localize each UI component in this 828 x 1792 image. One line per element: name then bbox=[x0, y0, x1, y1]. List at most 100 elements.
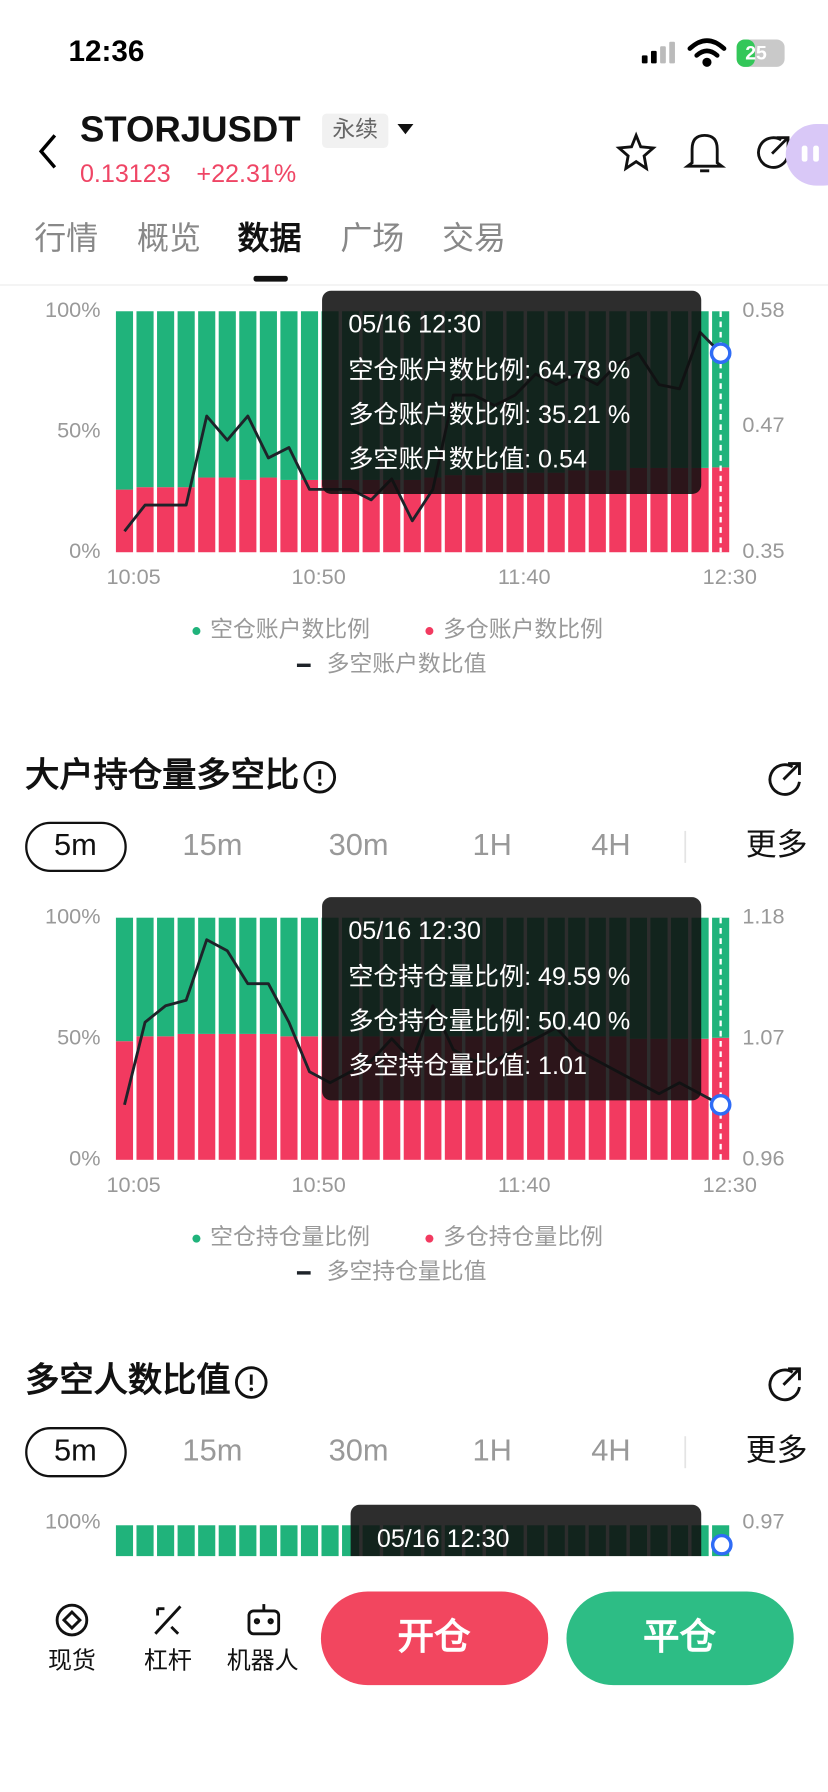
symbol[interactable]: STORJUSDT bbox=[80, 109, 301, 150]
tab[interactable]: 交易 bbox=[442, 220, 506, 256]
hover-point bbox=[709, 342, 732, 365]
alert-icon[interactable] bbox=[683, 133, 727, 173]
bar-segment bbox=[300, 1036, 319, 1160]
bar-segment bbox=[157, 917, 175, 1037]
bar-segment bbox=[280, 1036, 298, 1160]
partial-bar bbox=[300, 1525, 319, 1560]
bar-segment bbox=[259, 1033, 277, 1160]
partial-bar bbox=[218, 1525, 236, 1560]
x-tick-label: 11:40 bbox=[498, 1172, 551, 1197]
period-tab[interactable]: 5m bbox=[54, 827, 97, 862]
y-tick-label: 0% bbox=[69, 538, 100, 563]
period-tab[interactable]: 5m bbox=[54, 1432, 97, 1467]
x-tick-label: 10:50 bbox=[291, 564, 345, 589]
info-icon[interactable] bbox=[234, 1366, 268, 1399]
bar-segment bbox=[177, 917, 195, 1034]
bar-segment bbox=[403, 479, 421, 553]
bar-segment bbox=[157, 487, 175, 553]
period-tab[interactable]: 15m bbox=[182, 827, 242, 862]
period-tab[interactable]: 4H bbox=[591, 1432, 630, 1467]
period-tab[interactable]: 15m bbox=[182, 1432, 242, 1467]
period-tab[interactable]: 30m bbox=[329, 1432, 389, 1467]
dropdown-icon[interactable] bbox=[397, 123, 414, 135]
period-tab[interactable]: 1H bbox=[473, 1432, 512, 1467]
battery-text: 25 bbox=[745, 42, 767, 64]
share-icon[interactable] bbox=[768, 762, 801, 796]
bar-segment bbox=[198, 477, 216, 553]
tab[interactable]: 概览 bbox=[137, 220, 201, 256]
bar-segment bbox=[218, 1033, 236, 1160]
partial-bar bbox=[177, 1525, 195, 1560]
price-change: +22.31% bbox=[196, 160, 296, 188]
period-tab[interactable]: 更多 bbox=[746, 827, 808, 862]
tooltip-line: 多仓账户数比例: 35.21 % bbox=[348, 401, 630, 429]
tooltip-date: 05/16 12:30 bbox=[377, 1525, 510, 1553]
legend-dot bbox=[192, 627, 201, 636]
period-selected bbox=[25, 821, 127, 873]
close-button-bg[interactable] bbox=[566, 1591, 794, 1686]
info-icon-dot bbox=[249, 1387, 254, 1392]
badge-bg bbox=[322, 113, 389, 148]
y-tick-label: 0% bbox=[69, 1146, 100, 1171]
tooltip-date: 05/16 12:30 bbox=[348, 311, 481, 339]
info-icon[interactable] bbox=[303, 760, 337, 794]
bar-segment bbox=[136, 1036, 154, 1160]
y2-tick-label: 0.97 bbox=[742, 1509, 784, 1534]
period-tab[interactable]: 更多 bbox=[746, 1432, 808, 1467]
bar-segment bbox=[136, 917, 154, 1037]
tooltip-line: 空仓账户数比例: 64.78 % bbox=[348, 356, 630, 384]
legend-label: 多仓账户数比例 bbox=[443, 616, 603, 642]
bar-segment bbox=[115, 917, 134, 1042]
bar-segment bbox=[300, 311, 319, 480]
action-button[interactable]: 平仓 bbox=[643, 1616, 717, 1657]
bar-segment bbox=[157, 1036, 175, 1160]
tab[interactable]: 行情 bbox=[34, 220, 98, 256]
share-icon[interactable] bbox=[768, 1367, 801, 1402]
favorite-icon[interactable] bbox=[615, 131, 657, 172]
bar-segment bbox=[177, 487, 195, 553]
y-tick-label: 100% bbox=[45, 297, 100, 322]
nav-label[interactable]: 机器人 bbox=[227, 1648, 299, 1675]
bar-segment bbox=[177, 1033, 195, 1160]
y-tick-label: 100% bbox=[45, 903, 100, 928]
y2-tick-label: 0.47 bbox=[742, 412, 784, 437]
bar-segment bbox=[198, 311, 216, 478]
bar-segment bbox=[218, 917, 236, 1034]
tooltip-line: 多空账户数比值: 0.54 bbox=[348, 446, 587, 474]
tab[interactable]: 数据 bbox=[238, 220, 302, 256]
nav-label[interactable]: 杠杆 bbox=[144, 1648, 192, 1675]
y-tick-label: 50% bbox=[57, 1024, 100, 1049]
bar-segment bbox=[280, 479, 298, 553]
y2-tick-label: 0.96 bbox=[742, 1146, 784, 1171]
partial-bar bbox=[115, 1525, 134, 1560]
x-tick-label: 10:05 bbox=[106, 564, 160, 589]
period-tab[interactable]: 4H bbox=[591, 827, 630, 862]
legend-label: 空仓账户数比例 bbox=[210, 616, 370, 642]
back-button[interactable] bbox=[38, 134, 57, 169]
hover-point bbox=[710, 1533, 733, 1556]
x-tick-label: 10:50 bbox=[291, 1172, 345, 1197]
y-tick-label: 100% bbox=[45, 1509, 100, 1534]
action-button[interactable]: 开仓 bbox=[397, 1616, 471, 1657]
partial-bar bbox=[280, 1525, 298, 1560]
bar-segment bbox=[280, 311, 298, 480]
bar-segment bbox=[177, 311, 195, 488]
section-title: 大户持仓量多空比 bbox=[25, 756, 299, 794]
nav-icons bbox=[55, 1603, 281, 1637]
bar-segment bbox=[115, 489, 134, 553]
bar-segment bbox=[157, 311, 175, 488]
partial-bar bbox=[321, 1525, 339, 1560]
tab[interactable]: 广场 bbox=[340, 220, 404, 256]
period-tab[interactable]: 1H bbox=[473, 827, 512, 862]
bar-segment bbox=[218, 477, 236, 553]
tooltip-bg bbox=[322, 897, 702, 1101]
nav-label[interactable]: 现货 bbox=[48, 1648, 96, 1675]
partial-bar bbox=[239, 1525, 257, 1560]
period-tab[interactable]: 30m bbox=[329, 827, 389, 862]
open-button-bg[interactable] bbox=[320, 1591, 549, 1686]
legend-label: 多空账户数比值 bbox=[327, 650, 487, 676]
bar-segment bbox=[198, 917, 216, 1034]
wifi-icon bbox=[687, 38, 727, 67]
period-selected bbox=[25, 1427, 127, 1478]
